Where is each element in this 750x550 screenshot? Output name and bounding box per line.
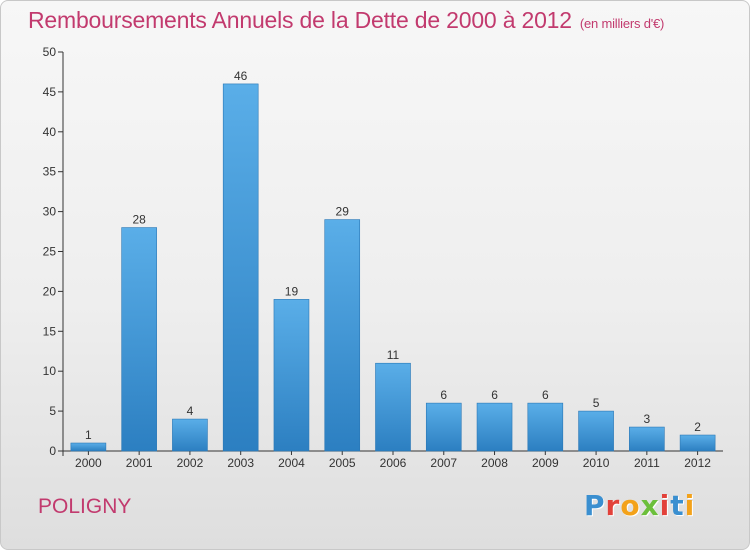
x-tick-label: 2012 (684, 456, 711, 470)
bar (172, 418, 208, 452)
data-label: 5 (593, 396, 600, 410)
y-tick-label: 45 (43, 85, 57, 99)
bar (425, 402, 462, 452)
bar (273, 299, 310, 452)
bar (578, 410, 614, 452)
y-tick-label: 40 (43, 125, 57, 139)
x-tick-label: 2001 (126, 456, 153, 470)
bar (121, 227, 157, 452)
data-labels: 1 28 4 46 19 29 11 6 6 6 5 3 2 (85, 69, 701, 442)
bar (375, 362, 411, 452)
data-label: 6 (440, 388, 447, 402)
chart-title-text: Remboursements Annuels de la Dette de 20… (28, 7, 572, 33)
y-tick-label: 15 (43, 324, 57, 338)
x-tick-label: 2011 (634, 456, 660, 470)
logo-letter: i (659, 489, 671, 522)
bar (527, 402, 564, 452)
data-label: 46 (234, 69, 248, 83)
bar (679, 434, 716, 452)
y-tick-label: 0 (49, 444, 56, 458)
chart-title: Remboursements Annuels de la Dette de 20… (28, 7, 664, 34)
bar (70, 442, 107, 452)
logo-letter: o (620, 489, 641, 522)
data-label: 2 (694, 420, 701, 434)
bar (476, 402, 513, 452)
x-tick-label: 2010 (583, 456, 610, 470)
data-label: 19 (285, 284, 299, 298)
x-tick-label: 2005 (329, 456, 356, 470)
x-tick-label: 2002 (177, 456, 204, 470)
data-label: 6 (491, 388, 498, 402)
y-tick-label: 5 (49, 404, 56, 418)
logo-letter: t (670, 489, 685, 522)
x-tick-label: 2006 (380, 456, 407, 470)
y-tick-label: 25 (43, 245, 57, 259)
logo-letter: r (605, 489, 621, 522)
x-tick-label: 2003 (227, 456, 254, 470)
logo-letter: x (640, 489, 660, 522)
x-tick-label: 2000 (75, 456, 102, 470)
x-axis: 2000 2001 2002 2003 2004 2005 2006 2007 2008 2009… (58, 450, 723, 470)
y-tick-label: 35 (43, 165, 57, 179)
x-tick-label: 2004 (278, 456, 305, 470)
bars (70, 83, 716, 452)
y-axis: 0 5 10 15 20 25 30 35 40 45 50 (43, 45, 64, 458)
data-label: 6 (542, 388, 549, 402)
x-tick-label: 2007 (430, 456, 457, 470)
bar (222, 83, 259, 452)
y-tick-label: 20 (43, 284, 57, 298)
bar (629, 426, 665, 452)
data-label: 28 (132, 213, 146, 227)
bar (324, 219, 361, 452)
logo-letter: i (684, 489, 696, 522)
y-tick-label: 10 (43, 364, 57, 378)
data-label: 1 (85, 428, 92, 442)
x-tick-label: 2009 (532, 456, 559, 470)
data-label: 29 (336, 205, 350, 219)
data-label: 4 (187, 404, 194, 418)
proxiti-logo[interactable]: Proxiti (584, 489, 695, 522)
x-tick-label: 2008 (481, 456, 508, 470)
logo-letter: P (584, 489, 606, 522)
y-tick-label: 30 (43, 205, 57, 219)
chart-subtitle: (en milliers d'€) (579, 16, 665, 31)
data-label: 11 (387, 348, 400, 362)
y-tick-label: 50 (43, 45, 57, 59)
data-label: 3 (644, 412, 651, 426)
commune-name: POLIGNY (38, 495, 132, 518)
